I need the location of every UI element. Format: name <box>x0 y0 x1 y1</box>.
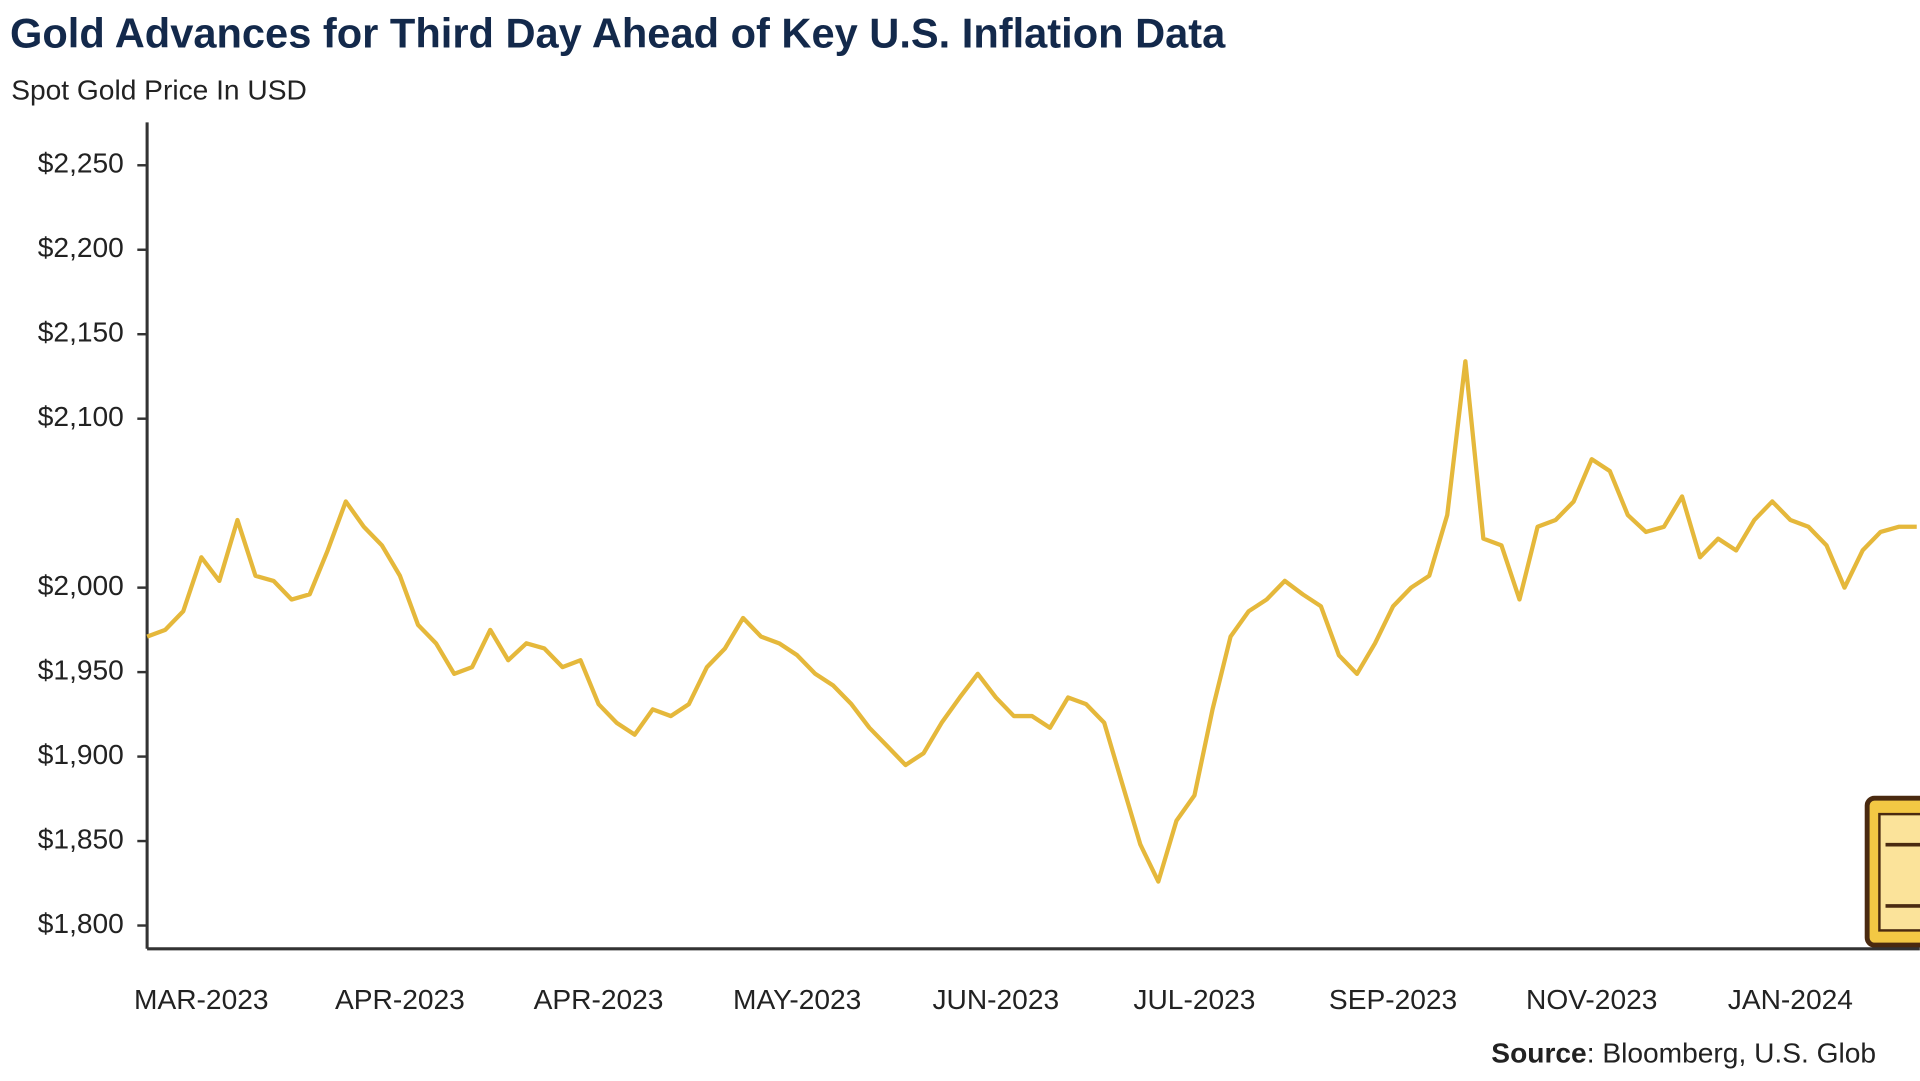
source-label: Source <box>1491 1038 1586 1069</box>
x-tick-label: JAN-2024 <box>1728 984 1853 1015</box>
x-tick-label: APR-2023 <box>335 984 465 1015</box>
y-tick-label: $1,950 <box>38 655 124 686</box>
chart-subtitle: Spot Gold Price In USD <box>11 74 307 105</box>
x-tick-label: MAR-2023 <box>134 984 269 1015</box>
x-tick-label: NOV-2023 <box>1526 984 1657 1015</box>
x-tick-label: JUL-2023 <box>1133 984 1255 1015</box>
x-tick-label: SEP-2023 <box>1329 984 1457 1015</box>
y-tick-label: $1,900 <box>38 739 124 770</box>
y-tick-label: $2,100 <box>38 401 124 432</box>
y-tick-label: $2,250 <box>38 148 124 179</box>
source-text: : Bloomberg, U.S. Glob <box>1587 1038 1876 1069</box>
x-tick-label: MAY-2023 <box>733 984 861 1015</box>
chart-title: Gold Advances for Third Day Ahead of Key… <box>10 10 1226 57</box>
x-tick-label: APR-2023 <box>534 984 664 1015</box>
y-tick-label: $2,200 <box>38 232 124 263</box>
y-tick-label: $1,850 <box>38 823 124 854</box>
price-line <box>146 359 1917 884</box>
source: Source: Bloomberg, U.S. Glob <box>1491 1038 1876 1069</box>
y-tick-label: $1,800 <box>38 908 124 939</box>
x-tick-label: JUN-2023 <box>932 984 1059 1015</box>
y-tick-label: $2,150 <box>38 317 124 348</box>
y-tick-label: $2,000 <box>38 570 124 601</box>
gold-bar-icon <box>1864 795 1920 948</box>
